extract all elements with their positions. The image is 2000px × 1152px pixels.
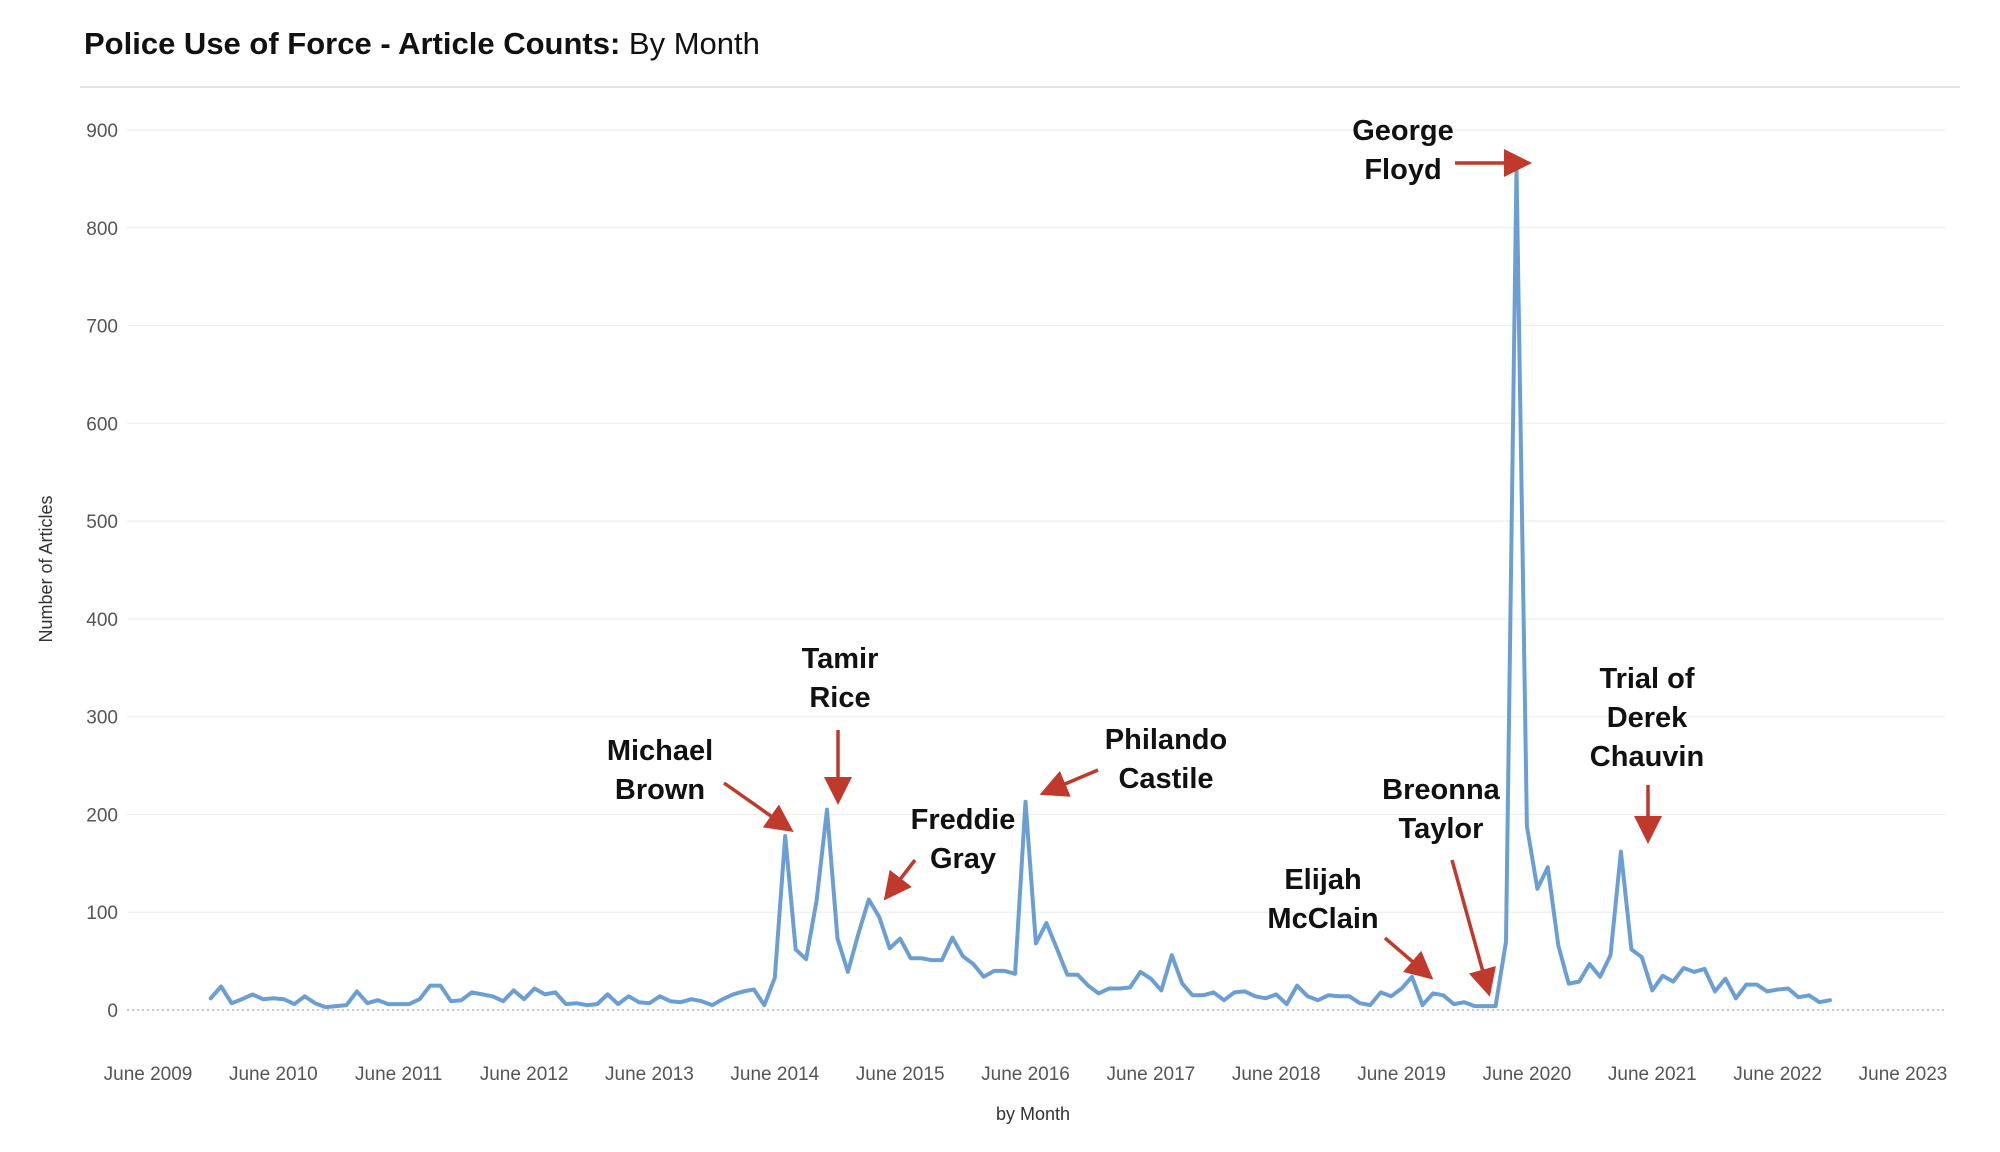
annotation-label-line: McClain [1267,903,1378,935]
annotation-7: Trial of Derek Chauvin [1590,663,1704,844]
x-tick-label: June 2018 [1232,1064,1321,1085]
annotation-label-line: Tamir [802,643,879,675]
x-tick-label: June 2015 [856,1064,945,1085]
x-tick-label: June 2014 [730,1064,819,1085]
y-tick-label: 100 [86,903,118,924]
annotation-label-line: George [1352,115,1454,147]
annotation-arrow [1383,936,1434,980]
annotation-6: George Floyd [1352,115,1532,186]
annotation-arrow [722,781,794,833]
annotation-5: Breonna Taylor [1382,774,1501,997]
annotations-group: Michael Brown Tamir Rice Freddie Gray Philando… [607,115,1704,997]
annotation-label-line: Philando [1105,724,1227,756]
y-axis-label: Number of Articles [36,495,56,642]
chart-title: Police Use of Force - Article Counts: By… [84,26,760,62]
y-tick-label: 900 [86,121,118,142]
x-tick-label: June 2021 [1608,1064,1697,1085]
y-tick-label: 500 [86,512,118,533]
y-tick-label: 400 [86,610,118,631]
x-tick-label: June 2023 [1859,1064,1948,1085]
y-tick-label: 200 [86,805,118,826]
chart-title-main: Police Use of Force - Article Counts: [84,26,621,61]
y-axis-ticks: 0 100 200 300 400 500 600 700 800 900 [86,121,118,1022]
x-tick-label: June 2020 [1483,1064,1572,1085]
annotation-2: Freddie Gray [883,804,1016,901]
title-divider [80,86,1960,88]
annotation-label-line: Gray [930,843,996,875]
y-tick-label: 600 [86,414,118,435]
x-tick-label: June 2022 [1733,1064,1822,1085]
series-group [208,165,1832,1010]
annotation-arrow [883,858,917,901]
annotation-label-line: Brown [615,774,705,806]
annotation-label-line: Breonna [1382,774,1501,806]
x-tick-label: June 2013 [605,1064,694,1085]
annotation-label-line: Rice [809,682,870,714]
annotation-label-line: Floyd [1364,154,1441,186]
gridlines [127,129,1945,1011]
x-tick-label: June 2011 [355,1064,442,1085]
chart-title-sub: By Month [628,26,760,61]
x-tick-label: June 2012 [480,1064,569,1085]
x-tick-label: June 2019 [1357,1064,1446,1085]
annotation-label-line: Taylor [1399,813,1484,845]
x-tick-label: June 2017 [1106,1064,1195,1085]
y-tick-label: 700 [86,317,118,338]
x-tick-label: June 2016 [981,1064,1070,1085]
annotation-1: Tamir Rice [802,643,879,805]
annotation-arrow [1450,859,1496,997]
x-tick-label: June 2009 [104,1064,193,1085]
annotation-0: Michael Brown [607,735,794,833]
annotation-label-line: Castile [1118,763,1213,795]
annotation-label-line: Elijah [1284,864,1361,896]
annotation-label-line: Trial of [1599,663,1694,695]
x-axis-ticks: June 2009 June 2010 June 2011 June 2012 June… [104,1064,1948,1085]
annotation-label-line: Derek [1607,702,1688,734]
y-tick-label: 0 [107,1001,118,1022]
y-tick-label: 300 [86,708,118,729]
annotation-label-line: Michael [607,735,713,767]
annotation-4: Elijah McClain [1267,864,1434,980]
series-line-0 [208,165,1832,1010]
annotation-label-line: Chauvin [1590,741,1704,773]
annotation-label-line: Freddie [911,804,1016,836]
y-tick-label: 800 [86,219,118,240]
annotation-3: Philando Castile [1039,724,1227,797]
x-tick-label: June 2010 [229,1064,318,1085]
annotation-arrow [1039,768,1099,797]
x-axis-label: by Month [996,1104,1070,1124]
